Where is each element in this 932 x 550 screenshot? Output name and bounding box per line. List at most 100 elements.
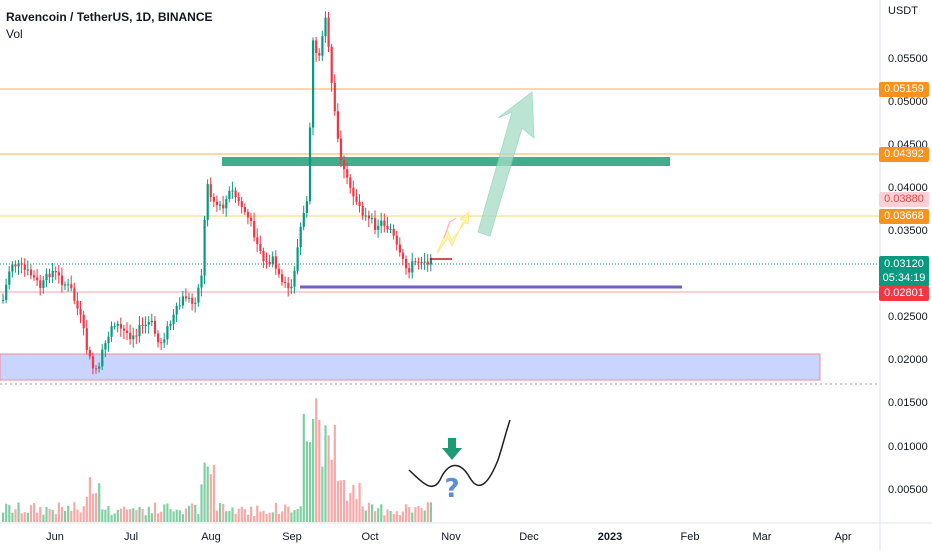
volume-tick: 0.01500 <box>888 397 928 409</box>
candle-body <box>417 261 420 263</box>
chart-legend[interactable]: Ravencoin / TetherUS, 1D, BINANCE Vol <box>6 9 212 43</box>
candle-body <box>116 323 119 326</box>
volume-bar <box>389 510 392 522</box>
level-badge-1: 0.05159 <box>879 82 929 97</box>
volume-bar <box>222 503 225 522</box>
volume-bar <box>17 502 20 522</box>
volume-bar <box>408 507 411 522</box>
volume-bar <box>129 509 132 522</box>
resistance-zone[interactable] <box>222 157 670 166</box>
candle-body <box>367 215 370 219</box>
candle-body <box>119 323 122 329</box>
candle-body <box>343 160 346 170</box>
current-price-value: 0.03120 <box>884 258 924 270</box>
volume-bar <box>14 509 17 522</box>
candle-body <box>389 228 392 230</box>
candle-body <box>327 17 330 47</box>
candle-body <box>222 204 225 209</box>
volume-bar <box>246 514 250 522</box>
volume-bar <box>113 513 116 522</box>
candle-body <box>271 256 274 264</box>
time-tick: Jun <box>46 531 64 543</box>
volume-bar <box>231 507 234 522</box>
volume-bar <box>132 508 135 522</box>
candle-body <box>42 280 45 288</box>
volume-bar <box>200 484 203 522</box>
volume-bar <box>8 505 11 522</box>
candle-body <box>88 350 91 357</box>
volume-bar <box>203 462 206 522</box>
volume-bar <box>386 509 389 522</box>
candle-body <box>135 335 138 337</box>
candle-body <box>29 269 33 276</box>
candle-body <box>398 244 401 253</box>
volume-bar <box>73 502 76 522</box>
volume-bar <box>380 504 383 522</box>
large-projection-arrow[interactable] <box>477 91 535 237</box>
candle-body <box>129 332 132 340</box>
candle-body <box>51 270 54 278</box>
candle-body <box>423 261 426 263</box>
down-arrow-icon <box>442 438 462 460</box>
volume-bar <box>163 504 166 522</box>
volume-bar <box>157 513 160 522</box>
volume-curve-drawing[interactable] <box>408 419 511 487</box>
candle-body <box>98 366 101 369</box>
volume-bar <box>330 459 333 522</box>
volume-bar <box>51 509 54 522</box>
volume-bar <box>296 509 299 522</box>
volume-bar <box>358 482 361 522</box>
volume-bar <box>256 505 259 522</box>
volume-bar <box>85 496 88 522</box>
volume-bar <box>194 504 197 522</box>
volume-bar <box>147 506 150 522</box>
demand-zone[interactable] <box>0 353 821 381</box>
candle-body <box>293 270 296 287</box>
small-projection-arrow[interactable] <box>436 211 470 254</box>
candle-body <box>361 205 364 216</box>
volume-indicator-label[interactable]: Vol <box>6 27 23 41</box>
volume-bar <box>250 506 253 522</box>
volume-bar <box>370 504 374 522</box>
candle-body <box>141 324 144 327</box>
time-axis[interactable]: Jun Jul Aug Sep Oct Nov Dec 2023 Feb Mar… <box>46 531 852 543</box>
volume-bar <box>191 503 194 522</box>
volume-bar <box>209 474 212 522</box>
volume-bar <box>349 492 352 522</box>
candle-body <box>132 335 135 340</box>
candle-body <box>234 190 237 198</box>
candle-body <box>426 261 429 265</box>
candle-body <box>85 328 88 351</box>
candle-body <box>370 218 374 220</box>
volume-bar <box>166 503 169 522</box>
volume-bar <box>401 511 405 522</box>
volume-bar <box>60 507 64 522</box>
candle-body <box>138 324 141 337</box>
volume-bar <box>284 504 287 522</box>
volume-bar <box>23 512 26 522</box>
candle-body <box>206 184 209 220</box>
time-tick: Oct <box>361 531 378 543</box>
level-badge-2: 0.04392 <box>879 147 929 162</box>
candle-body <box>308 127 312 202</box>
candle-body <box>225 199 228 209</box>
volume-bar <box>339 480 343 522</box>
volume-bar <box>377 508 380 522</box>
volume-bar <box>33 503 36 522</box>
price-axis[interactable]: USDT 0.05500 0.05000 0.04500 0.04000 0.0… <box>888 5 928 496</box>
volume-bar <box>318 419 321 522</box>
candle-body <box>101 349 104 367</box>
candle-body <box>107 336 110 344</box>
volume-bar <box>36 512 39 522</box>
volume-bar <box>135 509 138 522</box>
volume-bar <box>104 509 107 522</box>
time-tick: Feb <box>681 531 700 543</box>
volume-bar <box>64 510 67 522</box>
volume-bar <box>212 464 215 522</box>
candle-body <box>150 320 153 323</box>
volume-bar <box>172 511 175 522</box>
symbol-title[interactable]: Ravencoin / TetherUS, 1D, BINANCE <box>6 10 213 24</box>
volume-bar <box>45 506 48 522</box>
candle-body <box>374 218 377 230</box>
